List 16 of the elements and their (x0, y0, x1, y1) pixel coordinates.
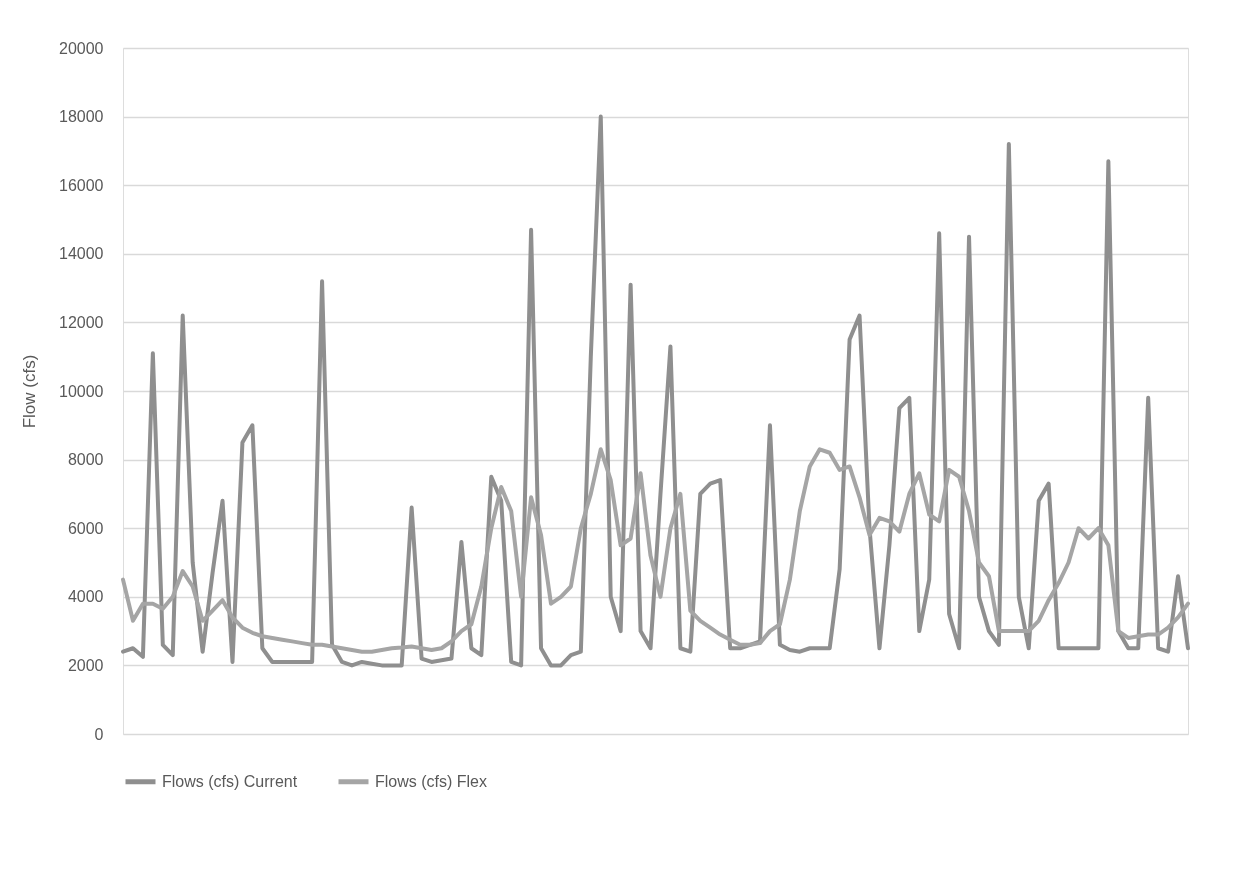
y-tick-label: 12000 (59, 313, 104, 331)
y-tick-label: 16000 (59, 176, 104, 194)
line-series (121, 447, 1190, 654)
y-tick-label: 14000 (59, 245, 104, 263)
y-tick-label: 20000 (59, 39, 104, 57)
legend-label: Flows (cfs) Current (162, 772, 298, 790)
y-tick-label: 8000 (67, 451, 104, 469)
y-tick-label: 18000 (59, 108, 104, 126)
legend-label: Flows (cfs) Flex (375, 772, 487, 790)
line-series (121, 114, 1190, 668)
y-tick-label: 2000 (67, 656, 104, 674)
y-tick-label: 4000 (67, 588, 104, 606)
y-tick-label: 0 (94, 725, 104, 743)
y-tick-label: 6000 (67, 519, 104, 537)
y-tick-label: 10000 (59, 382, 104, 400)
y-axis-title: Flow (cfs) (20, 354, 40, 429)
